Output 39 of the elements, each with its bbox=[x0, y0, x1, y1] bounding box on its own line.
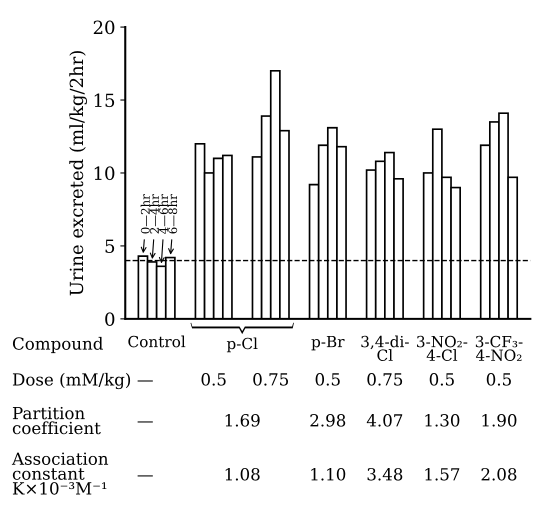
text: 0.75 bbox=[253, 373, 288, 386]
x-tick-label: 3,4-di- Cl bbox=[361, 336, 409, 361]
text: Dose (mM/kg) bbox=[12, 372, 130, 390]
text: 0—2hr bbox=[140, 194, 150, 234]
x-tick-label: Control bbox=[128, 336, 186, 348]
text: 4—6hr bbox=[158, 194, 168, 234]
text: Partition coefficient bbox=[12, 406, 101, 434]
x-tick-label: 3-NO₂- 4-Cl bbox=[417, 336, 468, 361]
y-tick-label: 20 bbox=[94, 20, 114, 34]
x-tick-label: p-Br bbox=[312, 336, 345, 350]
text: 0.5 bbox=[316, 373, 340, 386]
text: 1.08 bbox=[226, 468, 260, 481]
text: 1.90 bbox=[482, 414, 516, 427]
text: 1.69 bbox=[226, 414, 260, 427]
y-tick-label: 5 bbox=[106, 240, 114, 254]
text: Compound bbox=[12, 336, 103, 354]
text: 0.5 bbox=[202, 373, 226, 386]
text: — bbox=[138, 475, 153, 476]
text: 1.10 bbox=[311, 468, 346, 481]
text: — bbox=[138, 421, 153, 423]
y-tick-label: 15 bbox=[94, 93, 114, 108]
text: 2—4hr bbox=[150, 194, 159, 234]
x-tick-label: 3-CF₃- 4-NO₂ bbox=[476, 336, 523, 361]
text: 3.48 bbox=[368, 468, 402, 481]
y-tick-label: 10 bbox=[94, 166, 114, 180]
text: 6—8hr bbox=[168, 194, 178, 234]
y-axis-title: Urine excreted (ml/kg/2hr) bbox=[69, 51, 87, 296]
text: 2.98 bbox=[310, 414, 346, 427]
text: 0.75 bbox=[367, 373, 402, 386]
text: 0.5 bbox=[430, 373, 454, 386]
text: 4.07 bbox=[366, 414, 402, 427]
text: p-Cl bbox=[226, 337, 258, 352]
text: — bbox=[138, 380, 153, 382]
text: 1.57 bbox=[425, 468, 460, 481]
text: Association constant K×10⁻³M⁻¹ bbox=[12, 452, 108, 495]
text: 1.30 bbox=[425, 414, 460, 427]
y-tick-label: 0 bbox=[105, 312, 114, 326]
text: 0.5 bbox=[486, 373, 511, 386]
text: 2.08 bbox=[482, 468, 516, 481]
